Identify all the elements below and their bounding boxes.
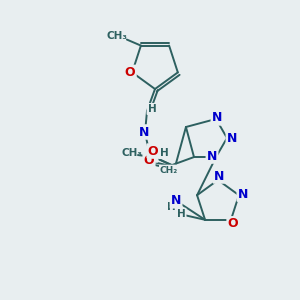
Text: H: H — [148, 104, 156, 114]
Text: O: O — [125, 66, 136, 79]
Text: O: O — [148, 145, 158, 158]
Text: H: H — [167, 202, 176, 212]
Text: N: N — [207, 150, 217, 163]
Text: N: N — [227, 131, 237, 145]
Text: N: N — [171, 194, 181, 207]
Text: N: N — [147, 148, 157, 161]
Text: N: N — [212, 111, 222, 124]
Text: CH₂: CH₂ — [160, 166, 178, 175]
Text: H: H — [160, 148, 168, 158]
Text: CH₃: CH₃ — [106, 31, 128, 40]
Text: N: N — [139, 125, 149, 139]
Text: H: H — [177, 209, 185, 219]
Text: CH₃: CH₃ — [122, 148, 142, 158]
Text: O: O — [228, 217, 238, 230]
Text: O: O — [144, 154, 154, 167]
Text: N: N — [214, 169, 224, 182]
Text: N: N — [238, 188, 248, 201]
